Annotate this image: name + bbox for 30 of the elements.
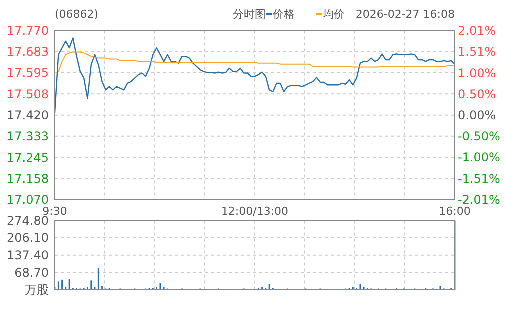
y2-tick-label: -0.50% — [458, 130, 500, 144]
y-tick-label: 17.333 — [7, 130, 49, 144]
y2-tick-label: -2.01% — [458, 193, 500, 208]
legend-title: 分时图 — [233, 8, 266, 21]
y2-tick-label: 0.50% — [458, 87, 496, 102]
y-tick-label: 206.10 — [7, 231, 49, 246]
y-tick-label: 137.40 — [7, 248, 49, 263]
y2-tick-label: 1.00% — [458, 66, 496, 80]
y-tick-label: 17.683 — [7, 44, 49, 59]
chart-title: (06862) — [55, 8, 99, 21]
y-tick-label: 17.595 — [7, 66, 49, 80]
y-tick-label: 万股 — [25, 283, 49, 298]
y-tick-label: 17.070 — [7, 193, 49, 208]
y-tick-label: 68.70 — [14, 266, 49, 280]
y2-tick-label: 0.00% — [458, 108, 496, 123]
y2-tick-label: -1.00% — [458, 150, 500, 165]
chart-subtitle: 2026-02-27 16:08 — [356, 8, 455, 21]
legend-label: 价格 — [272, 8, 295, 21]
y-tick-label: 17.770 — [7, 24, 49, 38]
y-tick-label: 17.158 — [7, 172, 49, 186]
y2-tick-label: 2.01% — [458, 24, 496, 38]
x-tick-label: 12:00/13:00 — [221, 205, 289, 218]
y-tick-label: 17.508 — [7, 87, 49, 102]
x-tick-label: 16:00 — [439, 205, 471, 218]
y-tick-label: 17.420 — [7, 108, 49, 123]
y2-tick-label: -1.51% — [458, 172, 500, 186]
legend-label: 均价 — [322, 8, 345, 21]
y2-tick-label: 1.51% — [458, 44, 496, 59]
y-tick-label: 17.245 — [7, 150, 49, 165]
y-tick-label: 274.80 — [7, 214, 49, 228]
